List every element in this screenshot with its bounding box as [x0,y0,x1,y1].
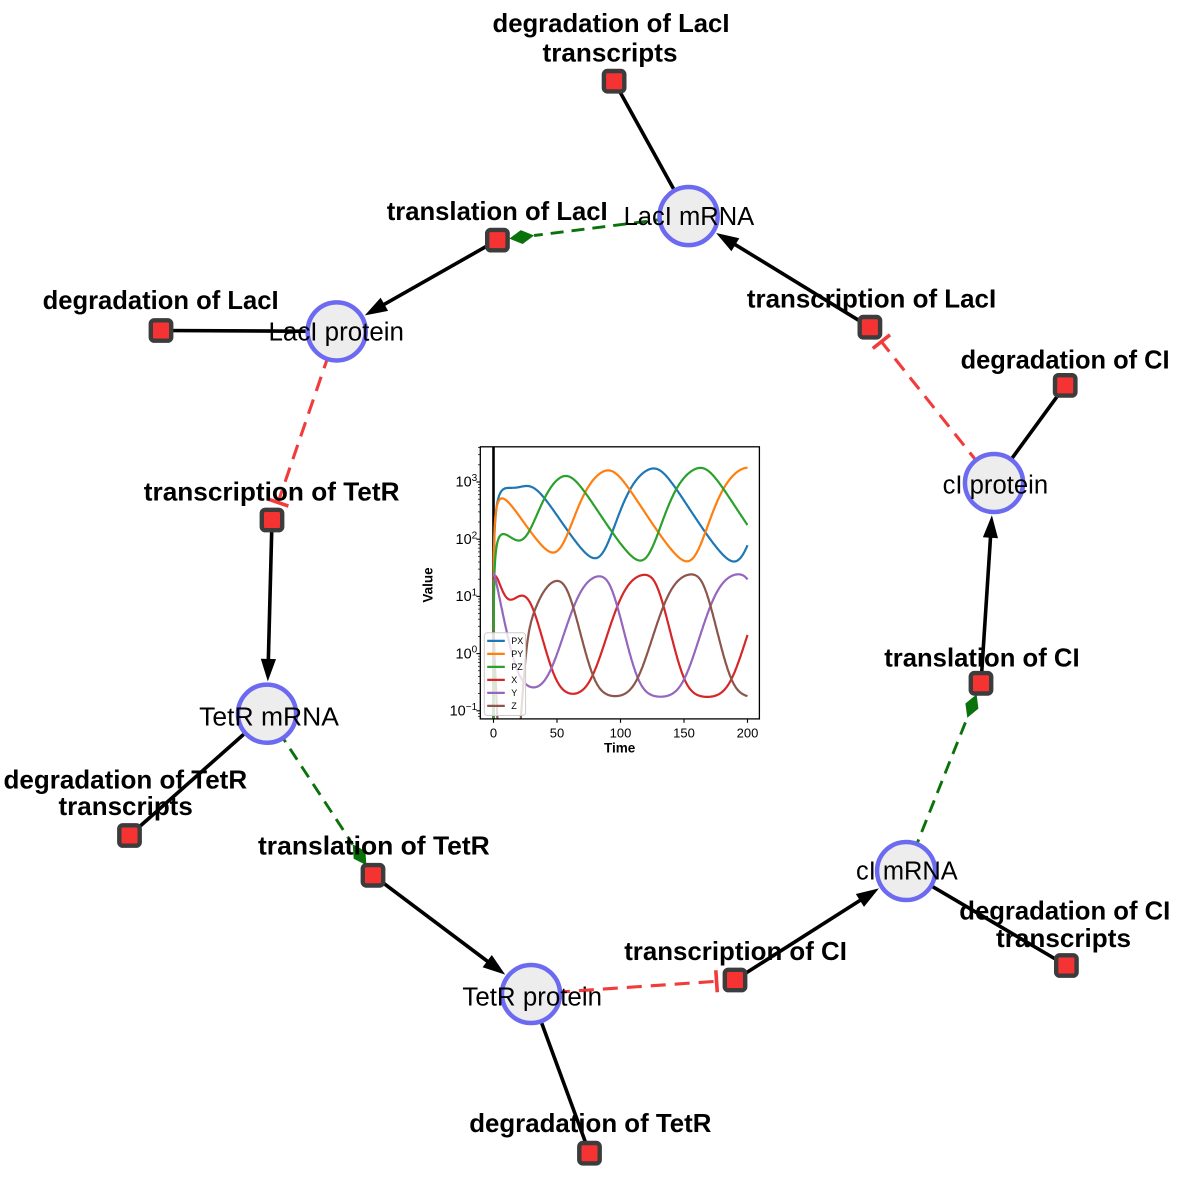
svg-text:150: 150 [673,725,695,740]
svg-text:PY: PY [511,649,523,659]
svg-text:transcripts: transcripts [996,923,1131,953]
svg-text:degradation of TetR: degradation of TetR [469,1108,711,1138]
svg-text:0: 0 [490,725,497,740]
svg-text:transcription of LacI: transcription of LacI [747,284,996,314]
svg-text:degradation of CI: degradation of CI [959,895,1170,925]
svg-text:transcripts: transcripts [543,37,678,67]
svg-text:TetR protein: TetR protein [462,984,602,1012]
svg-text:Y: Y [511,688,517,698]
svg-text:200: 200 [737,725,759,740]
svg-text:transcription of CI: transcription of CI [624,936,847,966]
svg-text:degradation of LacI: degradation of LacI [493,8,730,38]
svg-text:degradation of TetR: degradation of TetR [4,765,248,795]
svg-text:cI mRNA: cI mRNA [856,857,958,885]
svg-text:Time: Time [604,740,636,755]
svg-text:100: 100 [610,725,632,740]
svg-text:transcription of TetR: transcription of TetR [144,476,400,506]
svg-text:Value: Value [421,567,436,603]
svg-text:PX: PX [511,636,523,646]
svg-text:degradation of LacI: degradation of LacI [43,285,279,315]
svg-text:cI protein: cI protein [943,472,1049,500]
svg-text:Z: Z [511,701,517,711]
svg-text:degradation of CI: degradation of CI [961,345,1170,375]
svg-text:transcripts: transcripts [59,791,193,821]
svg-text:50: 50 [550,725,564,740]
svg-text:translation of LacI: translation of LacI [387,196,608,226]
svg-text:TetR mRNA: TetR mRNA [199,703,339,731]
svg-text:LacI mRNA: LacI mRNA [624,203,755,231]
svg-text:translation of TetR: translation of TetR [258,830,490,860]
svg-text:LacI protein: LacI protein [269,319,404,347]
svg-text:X: X [511,675,517,685]
svg-text:translation of CI: translation of CI [884,643,1079,673]
svg-text:PZ: PZ [511,662,523,672]
